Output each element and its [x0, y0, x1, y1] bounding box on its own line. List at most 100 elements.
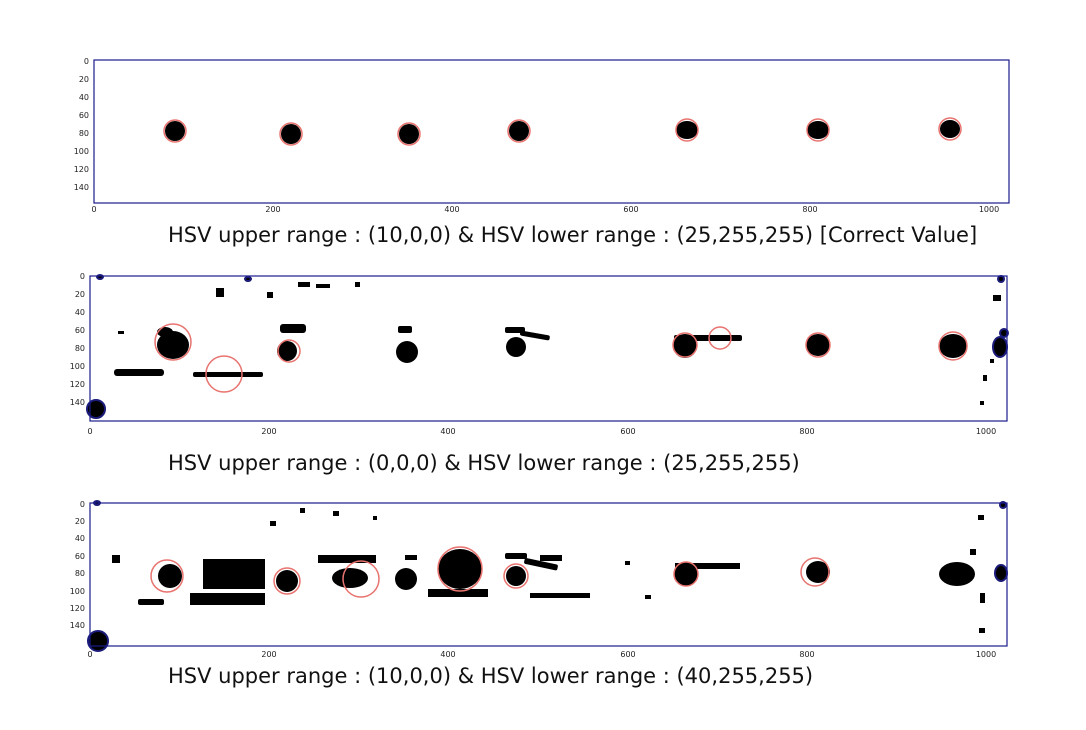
mask-blob	[625, 561, 630, 565]
mask-blob	[428, 589, 488, 597]
mask-blob	[333, 511, 339, 516]
panel-caption: HSV upper range : (0,0,0) & HSV lower ra…	[168, 451, 800, 475]
x-tick-label: 200	[261, 427, 276, 436]
detected-circle	[800, 557, 830, 587]
y-tick-label: 120	[70, 604, 85, 613]
mask-blob	[118, 331, 124, 334]
x-tick-label: 400	[440, 650, 455, 659]
y-tick-label: 80	[75, 569, 85, 578]
mask-blob	[980, 401, 984, 405]
y-tick-label: 20	[75, 517, 85, 526]
mask-blob	[994, 564, 1008, 582]
detected-circle	[675, 118, 699, 142]
y-tick-label: 140	[70, 621, 85, 630]
mask-blob	[270, 521, 276, 526]
mask-blob	[939, 334, 967, 358]
detected-circle	[673, 561, 699, 587]
mask-blob	[244, 276, 252, 282]
mask-blob	[990, 359, 994, 363]
mask-blob	[999, 328, 1009, 338]
detected-circle	[205, 355, 243, 393]
mask-blobs	[114, 282, 1001, 405]
detected-circles	[154, 323, 968, 393]
y-tick-label: 120	[70, 380, 85, 389]
y-tick-label: 80	[75, 344, 85, 353]
mask-blob	[157, 331, 189, 359]
detected-circle	[708, 326, 732, 350]
detected-circle	[938, 331, 968, 361]
mask-blob	[193, 372, 263, 377]
mask-blob	[405, 555, 417, 560]
detected-circle	[279, 122, 303, 146]
mask-blob	[979, 628, 985, 633]
x-tick-label: 0	[87, 427, 92, 436]
mask-blob	[997, 275, 1005, 283]
mask-blob	[939, 562, 975, 586]
y-tick-label: 60	[75, 326, 85, 335]
mask-blob	[398, 326, 412, 333]
detected-circle	[806, 118, 830, 142]
mask-blob	[675, 563, 740, 569]
x-tick-label: 600	[620, 427, 635, 436]
mask-blob	[332, 568, 368, 588]
plot-frame	[89, 502, 1008, 647]
mask-blob	[940, 120, 960, 138]
detected-circles	[163, 117, 962, 146]
plot-panel-high-hue-40: 0 200 400 600 800 1000 0 20 40 60 80 100…	[0, 483, 1086, 730]
mask-blob	[281, 124, 301, 144]
mask-blob	[138, 599, 164, 605]
y-tick-label: 60	[79, 111, 89, 120]
detected-circle	[163, 119, 187, 143]
mask-blob	[216, 288, 224, 297]
detected-circle	[150, 559, 184, 593]
x-tick-label: 200	[265, 205, 280, 214]
x-tick-label: 200	[261, 650, 276, 659]
x-tick-label: 1000	[976, 650, 996, 659]
y-tick-label: 40	[75, 534, 85, 543]
mask-blob	[993, 295, 1001, 301]
y-tick-labels: 0 20 40 60 80 100 120 140	[70, 272, 85, 407]
panel-caption: HSV upper range : (10,0,0) & HSV lower r…	[168, 223, 978, 247]
mask-blob	[438, 549, 482, 589]
y-tick-labels: 0 20 40 60 80 100 120 140	[70, 500, 85, 630]
mask-plot-3: 0 200 400 600 800 1000 0 20 40 60 80 100…	[70, 500, 1008, 659]
mask-plot-2: 0 200 400 600 800 1000 0 20 40 60 80 100…	[70, 272, 1009, 436]
mask-blob	[983, 375, 987, 381]
plot-frame	[93, 59, 1010, 204]
mask-blob	[158, 564, 182, 588]
mask-blob	[300, 508, 305, 513]
x-tick-label: 800	[799, 427, 814, 436]
detected-circle	[437, 546, 483, 592]
mask-blob	[318, 555, 376, 563]
mask-blob	[112, 555, 120, 563]
detected-circle	[503, 563, 529, 589]
mask-blob	[970, 549, 976, 555]
panel-caption: HSV upper range : (10,0,0) & HSV lower r…	[168, 664, 814, 688]
detected-circle	[805, 332, 831, 358]
mask-blob	[645, 595, 651, 599]
x-tick-label: 600	[623, 205, 638, 214]
y-tick-labels: 0 20 40 60 80 100 120 140	[74, 57, 89, 192]
mask-blob	[87, 630, 109, 652]
x-tick-labels: 0 200 400 600 800 1000	[87, 427, 996, 436]
mask-blob	[509, 121, 529, 141]
y-tick-label: 140	[74, 183, 89, 192]
mask-blob	[355, 282, 360, 287]
plot-frame	[89, 275, 1008, 422]
mask-blob	[395, 568, 417, 590]
mask-blob	[86, 399, 106, 419]
mask-blob	[505, 553, 527, 559]
mask-plot-1: 0 200 400 600 800 1000 0 20 40 60 80 100…	[74, 57, 1010, 214]
mask-blob	[676, 121, 698, 139]
mask-blob	[978, 515, 984, 520]
detected-circle	[938, 117, 962, 141]
mask-blob	[540, 555, 562, 561]
y-tick-label: 100	[70, 587, 85, 596]
mask-blob	[980, 593, 985, 603]
edge-blobs	[86, 274, 1009, 419]
detected-circles	[150, 546, 830, 598]
y-tick-label: 40	[75, 308, 85, 317]
x-tick-label: 400	[444, 205, 459, 214]
detected-circle	[507, 119, 531, 143]
y-tick-label: 60	[75, 552, 85, 561]
